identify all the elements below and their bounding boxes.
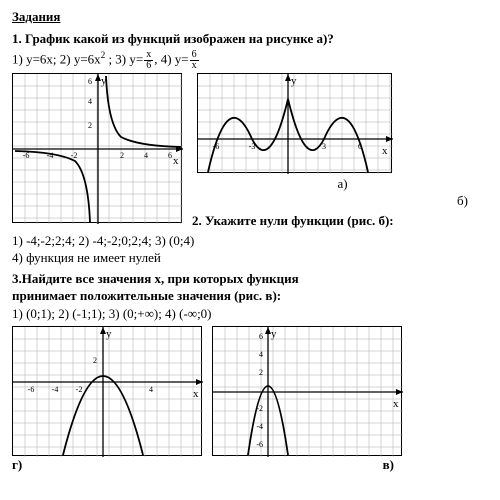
heading: Задания [12, 8, 488, 26]
svg-text:y: y [271, 328, 277, 340]
svg-text:6: 6 [168, 151, 172, 160]
svg-text:y: y [101, 75, 107, 87]
label-g: г) [12, 456, 202, 474]
graph-v-container: -6-4-2 246 y x в) [212, 326, 402, 474]
svg-text:6: 6 [88, 77, 92, 86]
svg-text:y: y [291, 75, 297, 87]
svg-text:-4: -4 [256, 422, 263, 431]
q1-prompt: 1. График какой из функций изображен на … [12, 31, 334, 46]
svg-text:-2: -2 [76, 385, 83, 394]
graph-a: -6-4-2 246 246 y x [12, 73, 182, 223]
svg-text:-6: -6 [28, 385, 35, 394]
svg-text:4: 4 [144, 151, 148, 160]
graph-a-container: -6-4-2 246 246 y x [12, 73, 182, 223]
svg-text:2: 2 [88, 121, 92, 130]
svg-text:3: 3 [322, 142, 326, 151]
svg-text:4: 4 [149, 385, 153, 394]
svg-text:4: 4 [88, 97, 92, 106]
svg-text:4: 4 [259, 350, 263, 359]
graph-g-container: -6 -4 -2 4 2 y x г) [12, 326, 202, 474]
svg-text:2: 2 [120, 151, 124, 160]
svg-text:-6: -6 [256, 440, 263, 449]
q1-options: 1) y=6x; 2) y=6x2 ; 3) y=x6, 4) y=6x [12, 49, 488, 71]
svg-text:x: x [193, 388, 199, 400]
q3-prompt-l2: принимает положительные значения (рис. в… [12, 287, 488, 305]
question-1: 1. График какой из функций изображен на … [12, 30, 488, 48]
svg-text:x: x [393, 398, 399, 410]
svg-text:y: y [106, 328, 112, 340]
graph-b-block: -6-3 36 y x а) б) 2. Укажите нули функци… [192, 73, 488, 230]
svg-text:6: 6 [259, 332, 263, 341]
svg-text:2: 2 [93, 356, 97, 365]
svg-text:x: x [382, 145, 388, 157]
q3-prompt-l1: 3.Найдите все значения х, при которых фу… [12, 270, 488, 288]
q2-opts2: 4) функция не имеет нулей [12, 249, 488, 267]
q2-opts1: 1) -4;-2;2;4; 2) -4;-2;0;2;4; 3) (0;4) [12, 232, 488, 250]
label-b: б) [192, 192, 488, 210]
label-a: а) [197, 175, 488, 193]
label-v: в) [212, 456, 402, 474]
graph-g: -6 -4 -2 4 2 y x [12, 326, 202, 456]
svg-text:x: x [173, 155, 179, 167]
graph-b: -6-3 36 y x [197, 73, 392, 173]
graph-v: -6-4-2 246 y x [212, 326, 402, 456]
q2-prompt: 2. Укажите нули функции (рис. б): [192, 212, 488, 230]
svg-text:2: 2 [259, 368, 263, 377]
svg-text:-4: -4 [52, 385, 59, 394]
q3-opts: 1) (0;1); 2) (-1;1); 3) (0;+∞); 4) (-∞;0… [12, 305, 488, 323]
svg-text:-4: -4 [47, 151, 54, 160]
